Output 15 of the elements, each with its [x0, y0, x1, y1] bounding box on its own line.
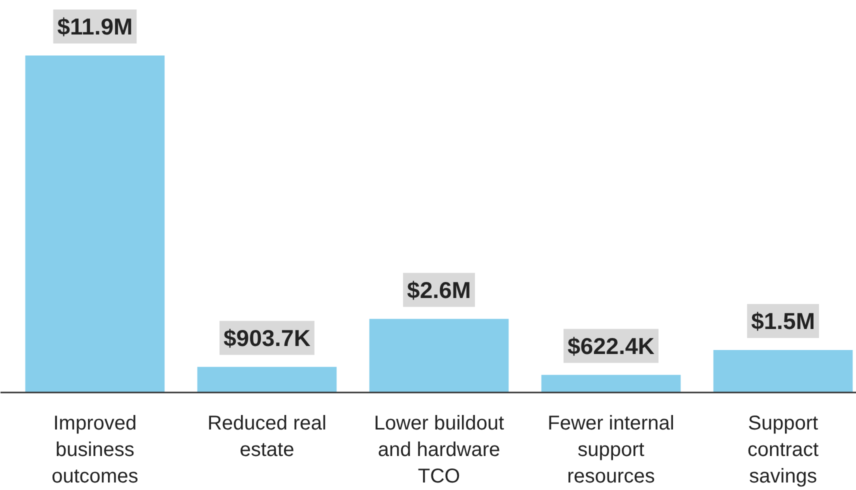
data-label: $622.4K — [568, 332, 655, 359]
x-tick-label: Fewer internal support resources — [548, 412, 674, 488]
data-label: $1.5M — [751, 308, 816, 334]
bar — [713, 350, 853, 392]
x-tick-label: Improved business outcomes — [52, 412, 138, 488]
bar — [369, 318, 509, 392]
bar — [197, 366, 337, 392]
data-label: $903.7K — [223, 324, 311, 351]
data-label: $2.6M — [407, 276, 471, 303]
bar — [541, 374, 681, 392]
bar — [25, 55, 165, 392]
data-label: $11.9M — [57, 13, 133, 40]
x-tick-label: Support contract savings — [747, 412, 820, 488]
x-tick-label: Lower buildout and hardware TCO — [374, 412, 504, 488]
x-tick-label: Reduced real estate — [207, 412, 326, 461]
